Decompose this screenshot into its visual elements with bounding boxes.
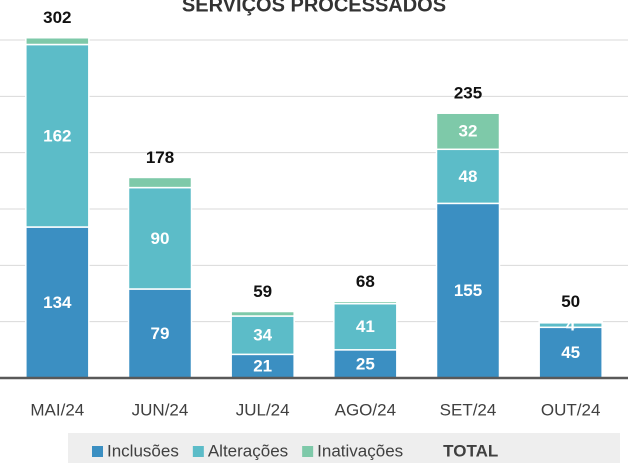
bar-segment xyxy=(25,36,90,46)
legend-label: Inclusões xyxy=(107,441,179,460)
total-label: 235 xyxy=(454,84,482,103)
x-tick-label: JUL/24 xyxy=(236,400,290,419)
data-label: 21 xyxy=(253,356,272,375)
bar-segment xyxy=(230,310,295,317)
total-label: 178 xyxy=(146,148,174,167)
data-label: 41 xyxy=(356,317,375,336)
bar-segment xyxy=(127,186,193,290)
legend-swatch xyxy=(192,446,204,457)
bar-segment xyxy=(127,176,193,189)
data-label: 48 xyxy=(459,167,478,186)
x-tick-label: OUT/24 xyxy=(541,400,601,419)
total-label: 59 xyxy=(253,282,272,301)
bar-segment xyxy=(230,315,295,356)
data-label: 134 xyxy=(43,293,72,312)
x-tick-label: JUN/24 xyxy=(132,400,189,419)
total-label: 302 xyxy=(43,8,71,27)
data-label: 162 xyxy=(43,126,71,145)
bar-segment xyxy=(435,202,501,379)
legend-label: Inativações xyxy=(317,441,403,460)
bar-segment xyxy=(435,112,501,151)
legend-label: TOTAL xyxy=(443,441,498,460)
x-tick-label: MAI/24 xyxy=(30,400,84,419)
data-label: 90 xyxy=(151,229,170,248)
data-label: 4 xyxy=(566,316,576,335)
data-label: 79 xyxy=(151,324,170,343)
legend-label: Alterações xyxy=(208,441,288,460)
bars xyxy=(25,36,603,379)
data-label: 155 xyxy=(454,281,482,300)
bar-segment xyxy=(333,349,398,379)
bar-segment xyxy=(333,300,398,305)
legend-swatch xyxy=(302,446,314,457)
total-label: 68 xyxy=(356,272,375,291)
data-label: 25 xyxy=(356,354,375,373)
bar-segment xyxy=(333,302,398,351)
bar-segment xyxy=(435,148,501,205)
data-label: 34 xyxy=(253,326,272,345)
data-label: 32 xyxy=(459,122,478,141)
chart-title: SERVIÇOS PROCESSADOS xyxy=(182,0,446,16)
x-tick-label: SET/24 xyxy=(440,400,497,419)
bar-segment xyxy=(538,326,603,379)
bar-segment xyxy=(25,43,90,228)
bar-segment xyxy=(538,320,603,324)
x-tick-label: AGO/24 xyxy=(335,400,396,419)
total-label: 50 xyxy=(561,292,580,311)
legend-background xyxy=(68,433,620,463)
legend-swatch xyxy=(92,446,103,457)
data-label: 45 xyxy=(561,343,580,362)
